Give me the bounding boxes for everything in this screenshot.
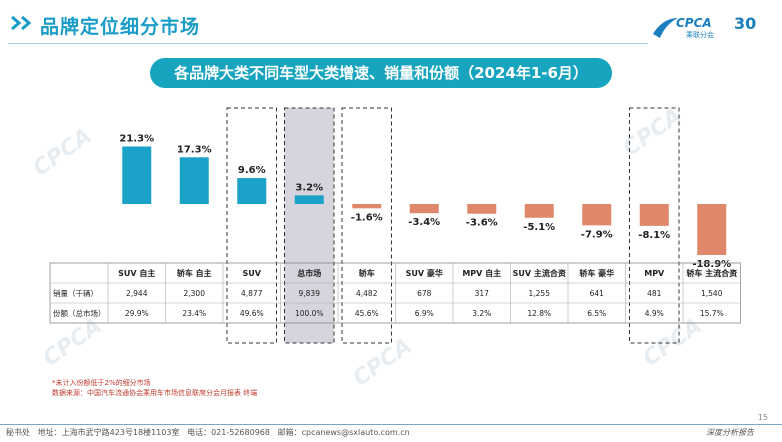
bar	[467, 204, 497, 214]
highlight-column-frame	[284, 107, 335, 344]
table-cell: 29.9%	[125, 309, 149, 318]
bar	[639, 204, 669, 226]
chart-notes: *未计入份额低于2%的细分市场 数据来源：中国汽车流通协会乘用车市场信息联席分会…	[52, 378, 257, 398]
logo-name: CPCA	[676, 16, 712, 30]
bar-value-label: -3.4%	[408, 217, 440, 228]
table-row-label: 销量（千辆）	[53, 288, 98, 298]
table-cell: 6.9%	[415, 309, 434, 318]
category-label: SUV 自主	[118, 268, 155, 278]
bar	[122, 146, 152, 204]
category-label: SUV 主流合资	[513, 268, 566, 278]
table-cell: 481	[647, 289, 662, 298]
bar	[697, 204, 727, 256]
note-line: 数据来源：中国汽车流通协会乘用车市场信息联席分会月报表 终端	[52, 389, 258, 397]
bar-value-label: -5.1%	[523, 222, 555, 233]
table-cell: 641	[590, 289, 605, 298]
highlight-column-bg	[284, 108, 334, 343]
bar	[582, 204, 612, 226]
title-divider	[8, 43, 648, 44]
page-title: 品牌定位细分市场	[40, 16, 201, 38]
bar	[524, 204, 554, 218]
category-label: MPV	[644, 269, 665, 278]
footer-contact: 秘书处 地址：上海市武宁路423号18楼1103室 电话：021-5268096…	[6, 427, 410, 438]
table-row-label: 份额（总市场）	[53, 308, 106, 318]
dashed-group-box	[341, 107, 392, 344]
table-cell: 2,944	[126, 289, 148, 298]
table-cell: 9,839	[299, 289, 321, 298]
table-cell: 1,255	[529, 289, 551, 298]
bar	[294, 195, 324, 204]
table-cell: 15.7%	[700, 309, 724, 318]
bar	[352, 204, 382, 209]
swoosh-icon	[653, 18, 678, 38]
table-cell: 678	[417, 289, 432, 298]
bar	[409, 204, 439, 214]
category-label: 轿车 自主	[177, 268, 212, 278]
footer-divider	[0, 424, 782, 425]
bar	[237, 178, 267, 204]
category-label: 轿车 豪华	[579, 268, 614, 278]
page-number: 15	[757, 413, 768, 422]
bar-value-label: 3.2%	[295, 182, 323, 193]
bar-value-label: 21.3%	[119, 133, 154, 144]
category-label: SUV 豪华	[406, 268, 443, 278]
footer-secretary: 秘书处	[6, 428, 30, 437]
bar-value-label: -7.9%	[581, 229, 613, 240]
category-label: 轿车 主流合资	[686, 268, 737, 278]
table-cell: 4.9%	[645, 309, 664, 318]
bar-value-label: -18.9%	[692, 259, 731, 270]
title-chevron-icon	[11, 15, 32, 31]
anniversary-number: 30	[734, 14, 757, 33]
bar-value-label: -3.6%	[466, 218, 498, 229]
bar-value-label: -8.1%	[638, 230, 670, 241]
footer-email[interactable]: 邮箱：cpcanews@sxlauto.com.cn	[277, 428, 410, 437]
footer-tagline: 深度分析报告	[706, 428, 754, 437]
table-cell: 317	[475, 289, 490, 298]
table-cell: 2,300	[184, 289, 206, 298]
table-cell: 45.6%	[355, 309, 379, 318]
table-cell: 23.4%	[182, 309, 206, 318]
logo-subtitle: 乘联分会	[686, 31, 714, 39]
table-cell: 4,877	[241, 289, 263, 298]
table-cell: 4,482	[356, 289, 378, 298]
dashed-group-box	[226, 107, 277, 344]
dashed-group-box	[629, 107, 680, 344]
footer-phone: 电话：021-52680968	[187, 428, 270, 437]
category-label: MPV 自主	[462, 268, 501, 278]
footer-address: 地址：上海市武宁路423号18楼1103室	[37, 428, 180, 437]
bar-value-label: 9.6%	[238, 165, 266, 176]
table-cell: 1,540	[701, 289, 723, 298]
table-cell: 100.0%	[295, 309, 324, 318]
chart-banner: 各品牌大类不同车型大类增速、销量和份额（2024年1-6月）	[150, 58, 612, 88]
note-line: *未计入份额低于2%的细分市场	[52, 379, 151, 387]
bar	[179, 157, 209, 204]
cpca-logo: CPCA 乘联分会 30	[650, 8, 770, 44]
bar-value-label: 17.3%	[177, 144, 212, 155]
category-label: 总市场	[297, 268, 321, 278]
table-cell: 49.6%	[240, 309, 264, 318]
category-label: 轿车	[359, 268, 375, 278]
table-cell: 12.8%	[527, 309, 551, 318]
table-cell: 3.2%	[472, 309, 491, 318]
table-cell: 6.5%	[587, 309, 606, 318]
category-label: SUV	[243, 269, 262, 278]
bar-value-label: -1.6%	[351, 212, 383, 223]
